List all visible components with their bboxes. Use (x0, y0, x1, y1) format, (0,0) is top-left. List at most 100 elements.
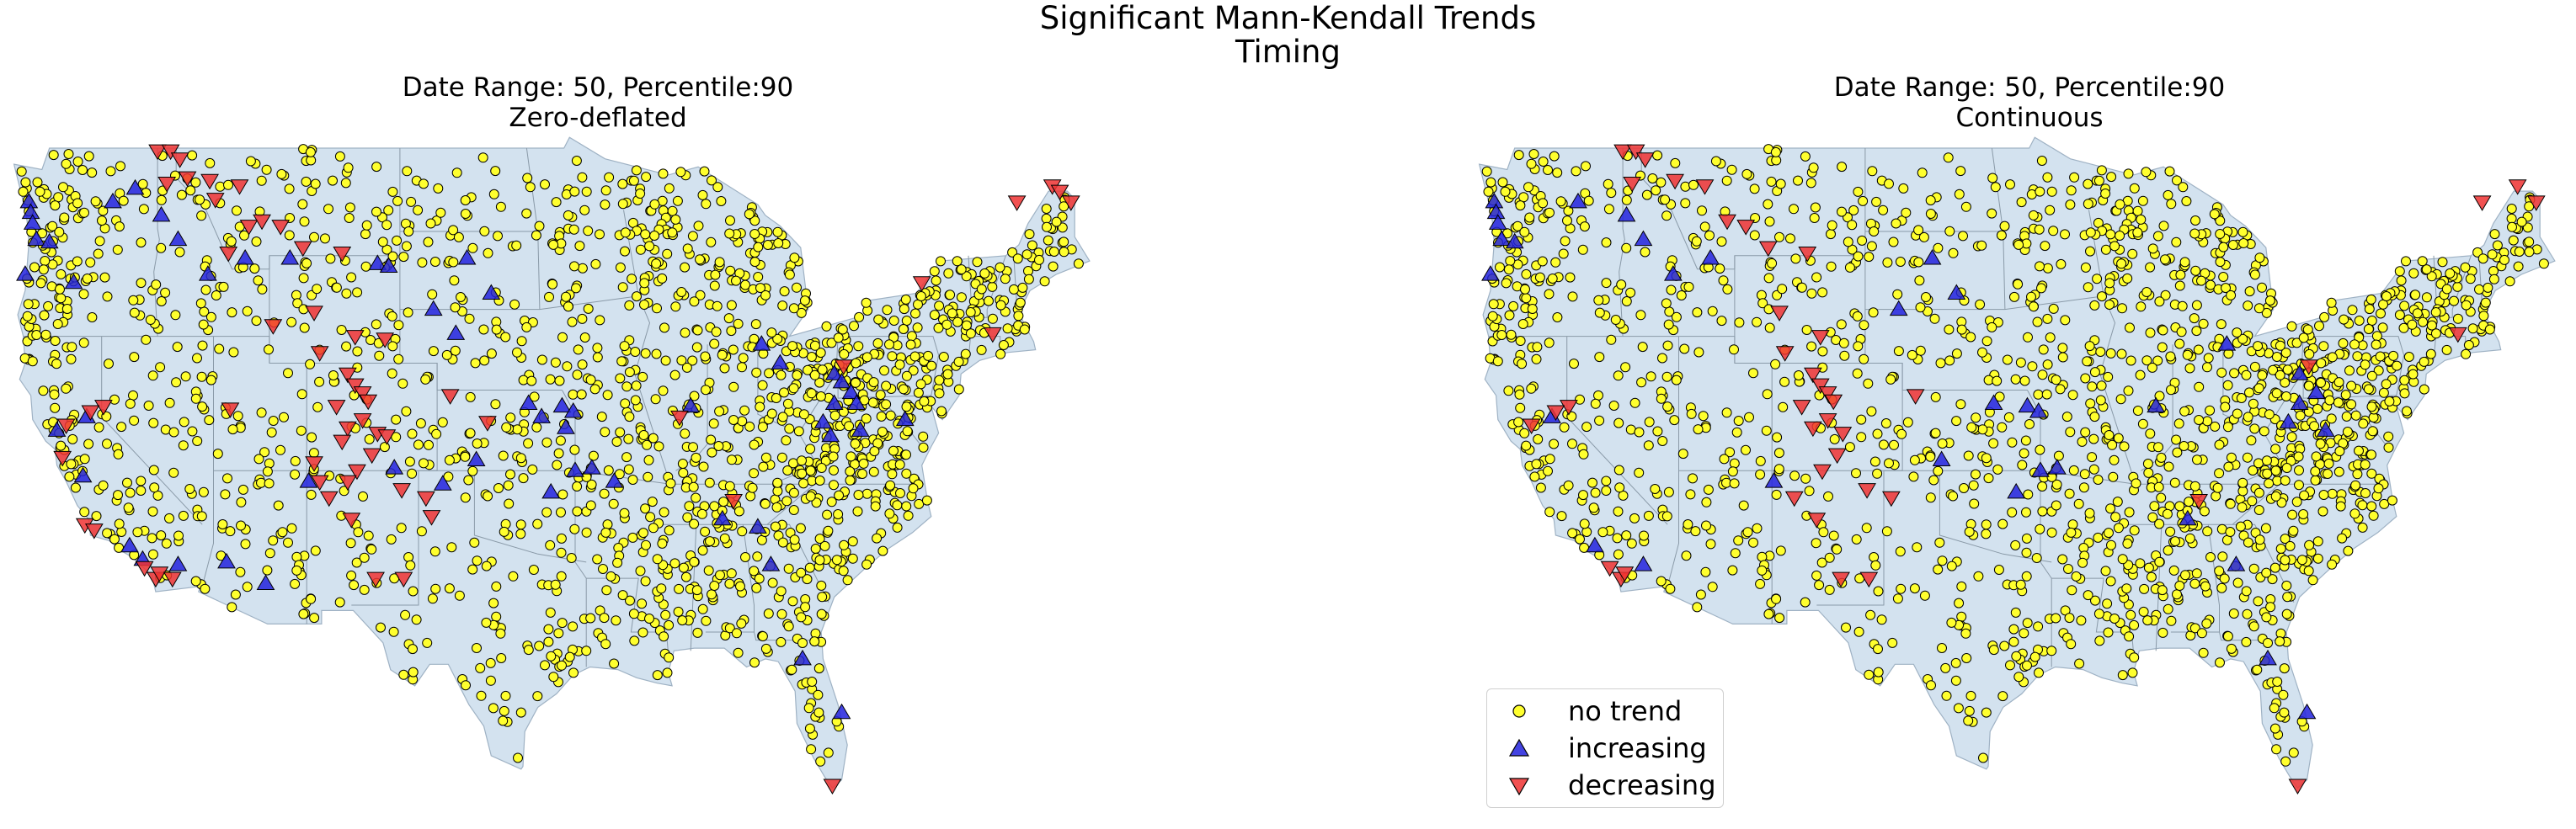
no-trend-marker (2202, 362, 2212, 373)
no-trend-marker (638, 528, 648, 539)
no-trend-marker (788, 505, 799, 515)
no-trend-marker (460, 195, 471, 205)
no-trend-marker (799, 295, 810, 306)
no-trend-marker (947, 308, 957, 319)
no-trend-marker (901, 316, 912, 326)
no-trend-marker (1892, 593, 1903, 604)
no-trend-marker (853, 341, 864, 352)
no-trend-marker (861, 488, 872, 499)
no-trend-marker (371, 162, 382, 173)
no-trend-marker (429, 546, 440, 557)
no-trend-marker (2463, 340, 2474, 350)
state-border (2434, 336, 2467, 355)
no-trend-marker (749, 257, 760, 268)
no-trend-marker (2304, 539, 2315, 550)
decreasing-trend-marker (1798, 247, 1817, 263)
decreasing-trend-marker (135, 561, 154, 577)
no-trend-marker (477, 152, 488, 163)
state-border (351, 363, 438, 606)
no-trend-marker (1773, 448, 1784, 459)
increasing-trend-marker (47, 421, 67, 437)
no-trend-marker (2205, 405, 2216, 416)
no-trend-marker (444, 583, 455, 594)
no-trend-marker (2344, 365, 2355, 376)
no-trend-marker (116, 422, 127, 433)
no-trend-marker (1533, 433, 1544, 444)
no-trend-marker (750, 319, 761, 330)
no-trend-marker (505, 412, 516, 423)
no-trend-marker (898, 384, 909, 395)
no-trend-marker (371, 206, 381, 217)
no-trend-marker (2065, 199, 2076, 210)
no-trend-marker (292, 298, 303, 309)
no-trend-marker (305, 146, 316, 157)
state-border (2120, 481, 2284, 525)
no-trend-marker (2200, 581, 2211, 592)
no-trend-marker (2367, 426, 2378, 437)
no-trend-marker (2202, 526, 2213, 537)
no-trend-marker (667, 227, 678, 238)
decreasing-trend-marker (94, 400, 113, 416)
no-trend-marker (49, 389, 60, 400)
no-trend-marker (796, 612, 807, 623)
increasing-trend-marker (168, 555, 188, 571)
no-trend-marker (817, 592, 828, 603)
no-trend-marker (481, 617, 492, 628)
no-trend-marker (1790, 253, 1801, 264)
no-trend-marker (2394, 310, 2405, 321)
no-trend-marker (556, 507, 566, 518)
no-trend-marker (2132, 227, 2143, 238)
no-trend-marker (664, 183, 675, 194)
increasing-trend-marker (821, 426, 840, 443)
no-trend-marker (2194, 415, 2205, 425)
no-trend-marker (2129, 183, 2140, 194)
no-trend-marker (2103, 371, 2114, 382)
no-trend-marker (508, 571, 519, 582)
no-trend-marker (404, 456, 415, 467)
no-trend-marker (652, 554, 663, 565)
no-trend-marker (1896, 583, 1907, 594)
no-trend-marker (314, 376, 325, 387)
no-trend-marker (1587, 477, 1597, 488)
no-trend-marker (493, 483, 504, 493)
decreasing-trend-marker (1807, 513, 1827, 529)
no-trend-marker (2311, 451, 2322, 462)
no-trend-marker (628, 175, 639, 186)
no-trend-marker (366, 544, 377, 555)
no-trend-marker (816, 463, 827, 473)
no-trend-marker (707, 175, 717, 186)
no-trend-marker (264, 548, 275, 559)
no-trend-marker (776, 369, 787, 380)
no-trend-marker (512, 347, 522, 358)
no-trend-marker (2088, 433, 2099, 444)
no-trend-marker (2221, 283, 2231, 294)
no-trend-marker (576, 389, 587, 400)
no-trend-marker (1912, 542, 1923, 553)
no-trend-marker (2057, 554, 2068, 565)
no-trend-marker (2248, 621, 2259, 632)
no-trend-marker (1661, 511, 1672, 522)
decreasing-trend-marker (1546, 405, 1565, 422)
no-trend-marker (2257, 369, 2268, 380)
no-trend-marker (931, 275, 941, 286)
no-trend-marker (2229, 368, 2240, 379)
no-trend-marker (2360, 460, 2371, 470)
no-trend-marker (760, 452, 771, 463)
no-trend-marker (374, 350, 385, 361)
decreasing-trend-marker (327, 400, 346, 416)
no-trend-marker (941, 319, 952, 330)
no-trend-marker (1749, 183, 1760, 194)
no-trend-marker (1015, 297, 1026, 308)
increasing-trend-marker (583, 459, 601, 475)
no-trend-marker (2280, 555, 2291, 566)
no-trend-marker (641, 539, 651, 550)
no-trend-marker (486, 348, 497, 359)
no-trend-marker (697, 545, 708, 555)
no-trend-marker (413, 439, 424, 450)
no-trend-marker (571, 283, 581, 294)
no-trend-marker (772, 226, 783, 237)
no-trend-marker (2327, 352, 2338, 363)
no-trend-marker (386, 534, 397, 545)
no-trend-marker (698, 461, 709, 472)
no-trend-marker (1937, 438, 1948, 449)
